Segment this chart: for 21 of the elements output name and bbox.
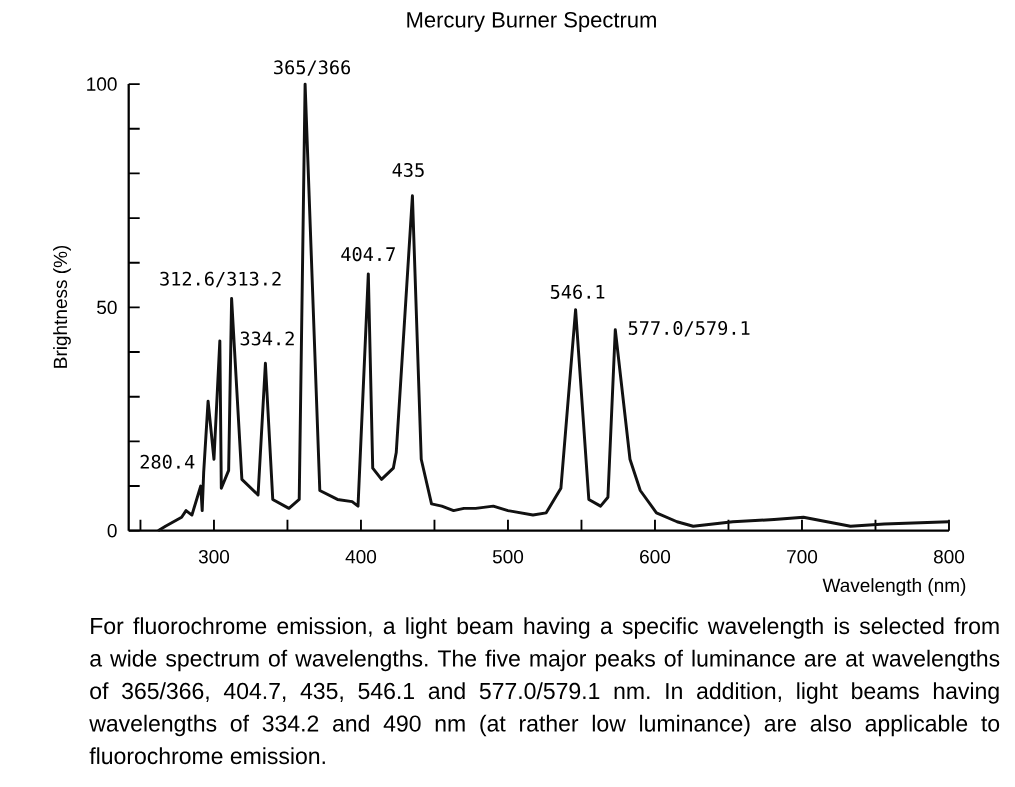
y-tick-label: 0: [107, 523, 117, 538]
y-tick-label: 50: [97, 300, 117, 315]
x-tick-label: 600: [640, 549, 671, 564]
x-tick-label: 400: [345, 549, 377, 564]
annotation: 312.6/313.2: [160, 271, 281, 288]
x-tick-label: 800: [933, 549, 965, 564]
y-tick-label: 100: [87, 77, 117, 91]
annotation: 546.1: [550, 284, 605, 299]
annotation: 280.4: [140, 454, 195, 469]
x-tick-label: 300: [198, 549, 230, 564]
x-axis-title: Wavelength (nm): [822, 578, 966, 596]
annotation: 365/366: [274, 60, 351, 76]
annotation: 404.7: [341, 247, 395, 262]
chart-title: Mercury Burner Spectrum: [407, 12, 656, 32]
annotation: 435: [392, 162, 424, 178]
x-tick-label: 500: [492, 549, 524, 564]
text: For fluorochrome emission, a light beam having a specific wavelength is selected from a wide spectrum of wavelengths. The five major peaks of luminance are at wavelengths of 365/366, 404.7, 435, 546.1 and 577.0/579.1 nm. In addition, light beams having wavelengths of 334.2 and 490 nm (at rather low luminance) are also applicable to fluorochrome emission.: [89, 617, 1000, 765]
annotation: 334.2: [240, 331, 294, 346]
annotation: 577.0/579.1: [628, 320, 750, 337]
y-axis-title: Brightness (%): [53, 245, 71, 368]
x-tick-label: 700: [787, 549, 818, 564]
